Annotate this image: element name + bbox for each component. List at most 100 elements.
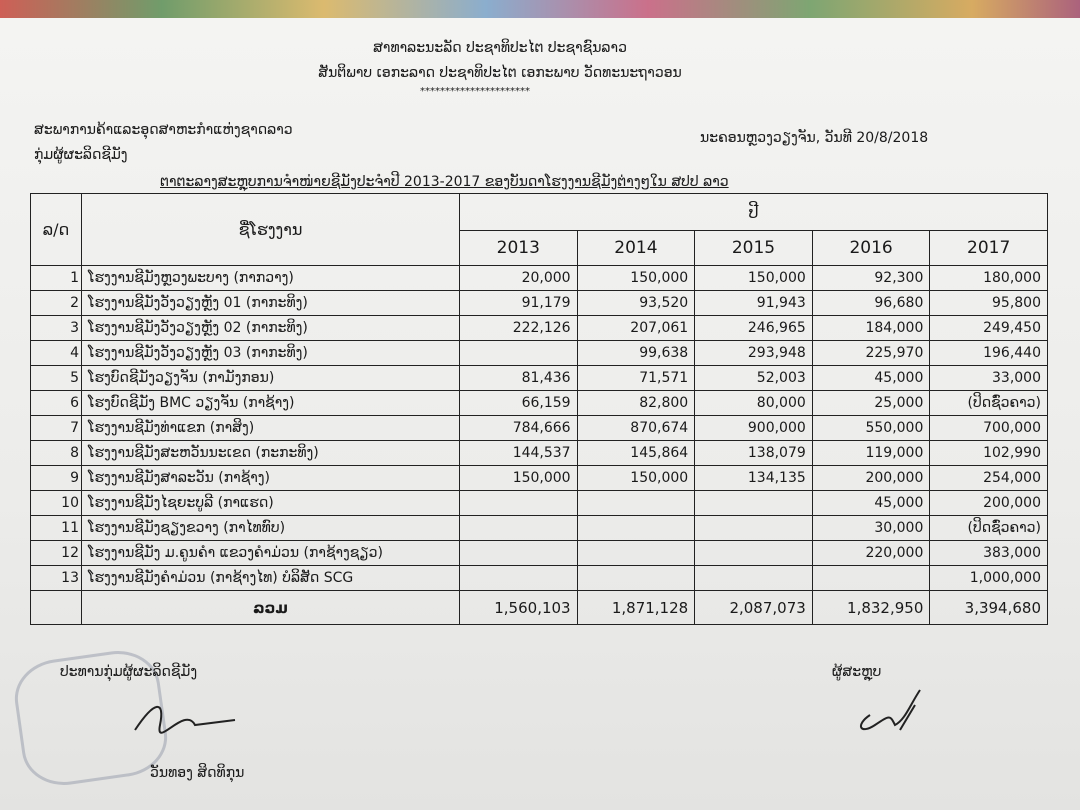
sales-2017: 95,800 xyxy=(929,290,1048,316)
total-blank xyxy=(30,590,82,625)
sales-2016: 45,000 xyxy=(811,490,931,516)
national-motto: ສັນຕິພາບ ເອກະລາດ ປະຊາທິປະໄຕ ເອກະພາບ ວັດທ… xyxy=(318,65,682,81)
factory-name: ໂຮງງານຊີມັງວັງວຽງຫຼັງ 03 (ກາກະທິງ) xyxy=(81,340,460,366)
sales-2014 xyxy=(576,515,696,541)
row-number: 4 xyxy=(30,340,82,366)
national-title: ສາທາລະນະລັດ ປະຊາທິປະໄຕ ປະຊາຊົນລາວ xyxy=(373,40,627,56)
separator-stars: ********************** xyxy=(420,86,530,97)
table-row: 7 ໂຮງງານຊີມັງທ່າແຂກ (ກາສິງ) 784,666 870,674… xyxy=(30,415,1048,441)
factory-name: ໂຮງງານຊີມັງໄຊຍະບູລີ (ກາແຮດ) xyxy=(81,490,460,516)
sales-2015: 52,003 xyxy=(694,365,813,391)
sales-2014 xyxy=(576,490,696,516)
sales-2016: 96,680 xyxy=(811,290,931,316)
total-2013: 1,560,103 xyxy=(459,590,578,625)
sales-2014: 99,638 xyxy=(576,340,696,366)
sales-2015 xyxy=(694,540,813,566)
sales-2016: 119,000 xyxy=(811,440,931,466)
row-number: 6 xyxy=(30,390,82,416)
row-number: 1 xyxy=(30,265,82,291)
sales-2016: 92,300 xyxy=(811,265,931,291)
photo-top-edge xyxy=(0,0,1080,22)
table-row: 3 ໂຮງງານຊີມັງວັງວຽງຫຼັງ 02 (ກາກະທິງ) 222,1… xyxy=(30,315,1048,341)
sales-2016: 45,000 xyxy=(811,365,931,391)
sales-2017: 249,450 xyxy=(929,315,1048,341)
compiler-title: ຜູ້ສະຫຼຸບ xyxy=(832,664,882,680)
sales-2017: 102,990 xyxy=(929,440,1048,466)
sales-2015 xyxy=(694,515,813,541)
organization-name: ສະພາການຄ້າແລະອຸດສາຫະກຳແຫ່ງຊາດລາວ xyxy=(34,122,293,138)
sales-2014 xyxy=(576,565,696,591)
row-number: 13 xyxy=(30,565,82,591)
table-title: ຕາຕະລາງສະຫຼຸບການຈຳໜ່າຍຊີມັງປະຈຳປີ 2013-2… xyxy=(160,174,729,190)
chairman-title: ປະທານກຸ່ມຜູ້ຜະລິດຊີມັງ xyxy=(60,664,198,680)
factory-name: ໂຮງງານຊີມັງຫຼວງພະບາງ (ກາກວາງ) xyxy=(81,265,460,291)
sales-2014: 150,000 xyxy=(576,265,696,291)
sales-2013: 784,666 xyxy=(459,415,578,441)
factory-name: ໂຮງງານຊີມັງຊຽງຂວາງ (ກາໄທທົບ) xyxy=(81,515,460,541)
sales-2015: 91,943 xyxy=(694,290,813,316)
sales-2015: 900,000 xyxy=(694,415,813,441)
row-number: 7 xyxy=(30,415,82,441)
sales-2016: 30,000 xyxy=(811,515,931,541)
sales-2017: 383,000 xyxy=(929,540,1048,566)
header-factory-name: ຊື່ໂຮງງານ xyxy=(81,193,460,266)
sales-2013 xyxy=(459,565,578,591)
sales-2013: 91,179 xyxy=(459,290,578,316)
row-number: 11 xyxy=(30,515,82,541)
table-row: 4 ໂຮງງານຊີມັງວັງວຽງຫຼັງ 03 (ກາກະທິງ) 99,63… xyxy=(30,340,1048,366)
table-row: 9 ໂຮງງານຊີມັງສາລະວັນ (ກາຊ້າງ) 150,000 150,0… xyxy=(30,465,1048,491)
sales-2014: 150,000 xyxy=(576,465,696,491)
sales-2017: 196,440 xyxy=(929,340,1048,366)
table-row: 1 ໂຮງງານຊີມັງຫຼວງພະບາງ (ກາກວາງ) 20,000 150,… xyxy=(30,265,1048,291)
header-no: ລ/ດ xyxy=(30,193,82,266)
total-2016: 1,832,950 xyxy=(811,590,931,625)
sales-2014 xyxy=(576,540,696,566)
factory-name: ໂຮງບົດຊີມັງ BMC ວຽງຈັນ (ກາຊ້າງ) xyxy=(81,390,460,416)
factory-name: ໂຮງງານຊີມັງຄຳມ່ວນ (ກາຊ້າງໄທ) ບໍລິສັດ SCG xyxy=(81,565,460,591)
sales-2017: 254,000 xyxy=(929,465,1048,491)
table-row: 6 ໂຮງບົດຊີມັງ BMC ວຽງຈັນ (ກາຊ້າງ) 66,159 82… xyxy=(30,390,1048,416)
chairman-signature xyxy=(134,705,236,734)
row-number: 10 xyxy=(30,490,82,516)
sales-2013: 222,126 xyxy=(459,315,578,341)
sales-2014: 71,571 xyxy=(576,365,696,391)
sales-2014: 870,674 xyxy=(576,415,696,441)
sales-2016: 25,000 xyxy=(811,390,931,416)
header-year-2016: 2016 xyxy=(811,230,931,266)
factory-name: ໂຮງງານຊີມັງ ມ.ຄູນຄຳ ແຂວງຄຳມ່ວນ (ກາຊ້າງຊຽ… xyxy=(81,540,460,566)
sales-2016 xyxy=(811,565,931,591)
group-name: ກຸ່ມຜູ້ຜະລິດຊີມັງ xyxy=(34,147,128,163)
sales-2017: 700,000 xyxy=(929,415,1048,441)
sales-2015 xyxy=(694,490,813,516)
factory-name: ໂຮງງານຊີມັງສາລະວັນ (ກາຊ້າງ) xyxy=(81,465,460,491)
factory-name: ໂຮງງານຊີມັງສະຫວັນນະເຂດ (ກະກະທິງ) xyxy=(81,440,460,466)
table-row: 8 ໂຮງງານຊີມັງສະຫວັນນະເຂດ (ກະກະທິງ) 144,537… xyxy=(30,440,1048,466)
sales-2016: 184,000 xyxy=(811,315,931,341)
sales-2014: 93,520 xyxy=(576,290,696,316)
sales-2013 xyxy=(459,515,578,541)
row-number: 9 xyxy=(30,465,82,491)
sales-2015: 246,965 xyxy=(694,315,813,341)
total-2017: 3,394,680 xyxy=(929,590,1048,625)
table-row: 10 ໂຮງງານຊີມັງໄຊຍະບູລີ (ກາແຮດ) 45,000 200,0… xyxy=(30,490,1048,516)
table-row: 12 ໂຮງງານຊີມັງ ມ.ຄູນຄຳ ແຂວງຄຳມ່ວນ (ກາຊ້າງ… xyxy=(30,540,1048,566)
total-2015: 2,087,073 xyxy=(694,590,813,625)
document-date: ນະຄອນຫຼວງວຽງຈັນ, ວັນທີ 20/8/2018 xyxy=(700,130,929,146)
row-number: 2 xyxy=(30,290,82,316)
sales-2013: 20,000 xyxy=(459,265,578,291)
sales-2017: 200,000 xyxy=(929,490,1048,516)
table-row: 11 ໂຮງງານຊີມັງຊຽງຂວາງ (ກາໄທທົບ) 30,000 (ປິດ… xyxy=(30,515,1048,541)
sales-2015: 80,000 xyxy=(694,390,813,416)
header-year-2017: 2017 xyxy=(929,230,1048,266)
sales-2015: 134,135 xyxy=(694,465,813,491)
table-row: 13 ໂຮງງານຊີມັງຄຳມ່ວນ (ກາຊ້າງໄທ) ບໍລິສັດ S… xyxy=(30,565,1048,591)
sales-2015 xyxy=(694,565,813,591)
total-row: ລວມ 1,560,103 1,871,128 2,087,073 1,832,950 3… xyxy=(30,590,1048,625)
table-row: 5 ໂຮງບົດຊີມັງວຽງຈັນ (ກາມັງກອນ) 81,436 71,57… xyxy=(30,365,1048,391)
header-year-2015: 2015 xyxy=(694,230,813,266)
total-2014: 1,871,128 xyxy=(576,590,696,625)
row-number: 3 xyxy=(30,315,82,341)
sales-2017: (ປິດຊົ່ວຄາວ) xyxy=(929,515,1048,541)
sales-2014: 145,864 xyxy=(576,440,696,466)
sales-2013 xyxy=(459,490,578,516)
